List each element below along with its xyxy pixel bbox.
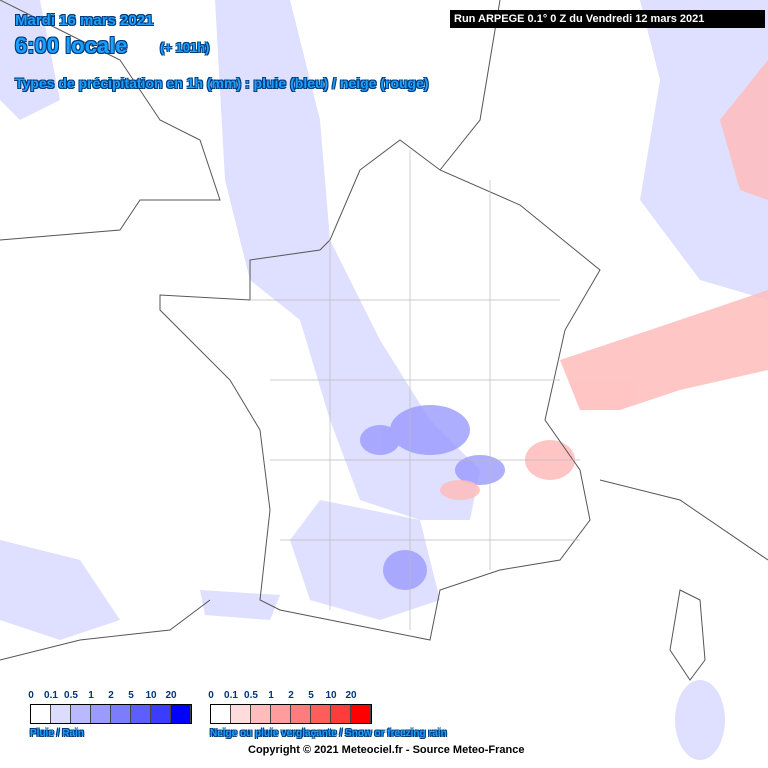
legend-label: 1 <box>268 690 274 701</box>
legend-label: 5 <box>308 690 314 701</box>
rain-legend: 0 0.1 0.5 1 2 5 10 20 Pluie / Rain <box>28 690 192 739</box>
legend-swatch <box>331 705 351 723</box>
legend-swatch <box>151 705 171 723</box>
legend-label: 1 <box>88 690 94 701</box>
legend-label: 0.1 <box>224 690 238 701</box>
legend-swatch <box>271 705 291 723</box>
legend-swatch <box>31 705 51 723</box>
legend-swatch <box>211 705 231 723</box>
legend-label: 10 <box>145 690 157 701</box>
legend-swatch <box>71 705 91 723</box>
legend-label: 0.5 <box>64 690 78 701</box>
legend-caption: Pluie / Rain <box>30 728 84 739</box>
run-info: Run ARPEGE 0.1° 0 Z du Vendredi 12 mars … <box>450 10 765 28</box>
legend-label: 20 <box>345 690 357 701</box>
snow-area <box>440 60 768 500</box>
departments <box>250 150 580 630</box>
date: Mardi 16 mars 2021 <box>15 12 154 29</box>
legend-boxes <box>210 704 372 724</box>
legend-swatch <box>51 705 71 723</box>
coastlines <box>0 0 768 681</box>
legend-label: 0 <box>208 690 214 701</box>
time: 6:00 locale <box>15 33 128 58</box>
lead-time: (+ 101h) <box>160 40 210 55</box>
legend-swatch <box>291 705 311 723</box>
legend-swatch <box>171 705 191 723</box>
snow-legend: 0 0.1 0.5 1 2 5 10 20 Neige ou pluie verglaçante… <box>208 690 447 739</box>
legend-label: 0 <box>28 690 34 701</box>
legend-swatch <box>131 705 151 723</box>
legend-swatch <box>111 705 131 723</box>
legend-swatch <box>231 705 251 723</box>
legend-label: 20 <box>165 690 177 701</box>
legend-boxes <box>30 704 192 724</box>
legend-labels: 0 0.1 0.5 1 2 5 10 20 <box>208 690 447 704</box>
legend-label: 2 <box>108 690 114 701</box>
legend-swatch <box>351 705 371 723</box>
subtitle: Types de précipitation en 1h (mm) : plui… <box>15 75 429 91</box>
legend-label: 0.1 <box>44 690 58 701</box>
legend-swatch <box>311 705 331 723</box>
legend-caption: Neige ou pluie verglaçante / Snow or fre… <box>210 728 447 739</box>
legend-swatch <box>251 705 271 723</box>
legend-swatch <box>91 705 111 723</box>
legend-label: 10 <box>325 690 337 701</box>
copyright: Copyright © 2021 Meteociel.fr - Source M… <box>248 744 525 756</box>
legend-label: 0.5 <box>244 690 258 701</box>
legend-labels: 0 0.1 0.5 1 2 5 10 20 <box>28 690 192 704</box>
legend-label: 5 <box>128 690 134 701</box>
legend-label: 2 <box>288 690 294 701</box>
